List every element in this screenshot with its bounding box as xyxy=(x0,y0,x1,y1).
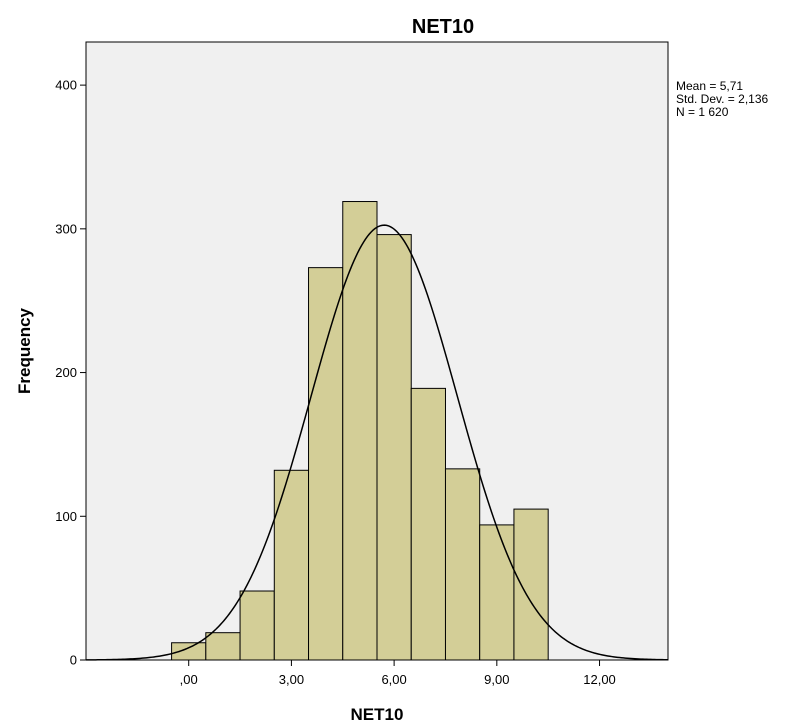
x-tick-label: 6,00 xyxy=(381,672,406,687)
histogram-bar xyxy=(239,590,275,661)
x-axis: ,00 3,00 6,00 9,00 12,00 xyxy=(180,660,616,687)
stats-n: N = 1 620 xyxy=(676,105,729,119)
histogram-bar xyxy=(171,642,207,661)
histogram-bar xyxy=(205,632,241,661)
histogram-bar xyxy=(342,201,378,661)
y-tick-label: 200 xyxy=(55,365,77,380)
stats-mean: Mean = 5,71 xyxy=(676,79,743,93)
histogram-bar xyxy=(376,234,412,661)
histogram-bar xyxy=(513,508,549,661)
histogram-bar xyxy=(444,468,481,661)
histogram-bar xyxy=(479,524,515,661)
y-tick-label: 300 xyxy=(55,221,77,236)
x-tick-label: ,00 xyxy=(180,672,198,687)
x-tick-label: 12,00 xyxy=(583,672,616,687)
y-tick-label: 400 xyxy=(55,78,77,93)
y-tick-label: 0 xyxy=(70,653,77,668)
y-axis-title: Frequency xyxy=(15,307,34,394)
bars-group xyxy=(171,201,549,661)
histogram-bar xyxy=(273,469,310,661)
normal-curve xyxy=(85,224,669,661)
y-axis: 0 100 200 300 400 xyxy=(55,78,86,668)
y-tick-label: 100 xyxy=(55,509,77,524)
x-tick-label: 9,00 xyxy=(484,672,509,687)
x-tick-label: 3,00 xyxy=(279,672,304,687)
stats-std-dev: Std. Dev. = 2,136 xyxy=(676,92,768,106)
histogram-bar xyxy=(410,387,446,661)
stats-box: Mean = 5,71 Std. Dev. = 2,136 N = 1 620 xyxy=(676,79,768,119)
x-axis-title: NET10 xyxy=(351,705,404,724)
chart-title: NET10 xyxy=(412,16,474,38)
histogram-bar xyxy=(308,267,344,661)
